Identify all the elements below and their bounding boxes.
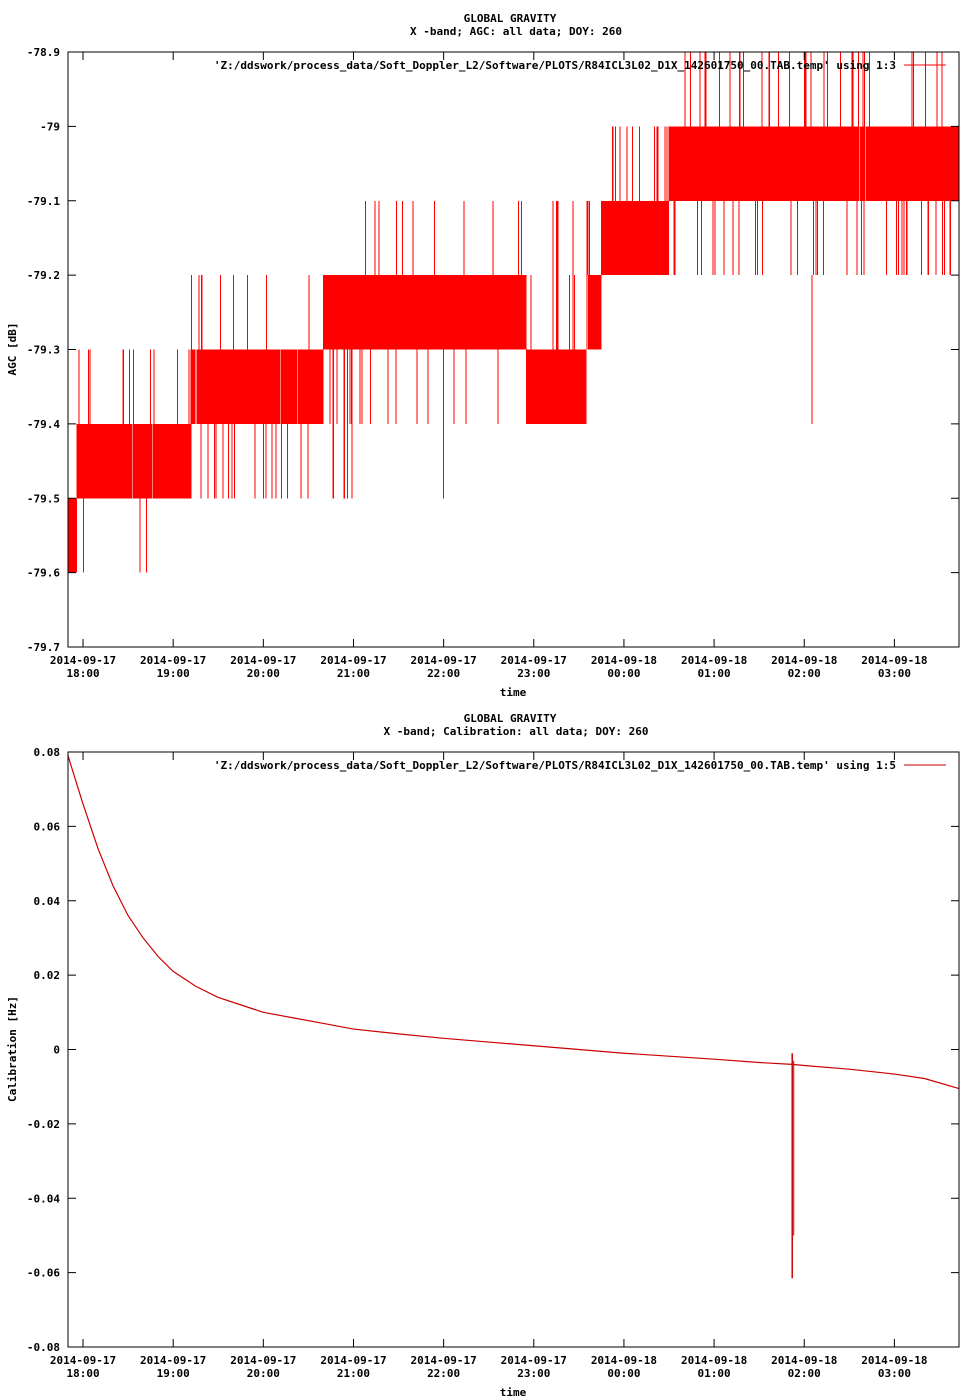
agc-y-tick-label: -79.7: [27, 641, 60, 654]
agc-x-tick-time: 20:00: [247, 667, 280, 680]
agc-x-tick-date: 2014-09-17: [140, 654, 206, 667]
calibration-x-tick-time: 21:00: [337, 1367, 370, 1380]
agc-legend-label: 'Z:/ddswork/process_data/Soft_Doppler_L2…: [214, 59, 896, 72]
calibration-y-tick-label: -0.02: [27, 1118, 60, 1131]
agc-series-line: [67, 52, 960, 573]
calibration-title: GLOBAL GRAVITY: [464, 712, 557, 725]
agc-y-tick-label: -79.4: [27, 418, 60, 431]
calibration-x-axis: 2014-09-1718:002014-09-1719:002014-09-17…: [50, 752, 928, 1380]
calibration-x-tick-time: 22:00: [427, 1367, 460, 1380]
calibration-x-tick-time: 18:00: [66, 1367, 99, 1380]
calibration-y-tick-label: 0.02: [34, 969, 61, 982]
agc-x-tick-date: 2014-09-18: [591, 654, 657, 667]
calibration-x-label: time: [500, 1386, 527, 1399]
calibration-panel: GLOBAL GRAVITY X -band; Calibration: all…: [6, 712, 960, 1399]
agc-x-tick-date: 2014-09-18: [771, 654, 837, 667]
calibration-y-tick-label: 0.04: [34, 895, 61, 908]
agc-x-axis: 2014-09-1718:002014-09-1719:002014-09-17…: [50, 52, 928, 680]
calibration-x-tick-time: 19:00: [157, 1367, 190, 1380]
calibration-y-axis: 0.08 0.06 0.04 0.02 0 -0.02 -0.04 -0.06 -0.08: [27, 746, 959, 1354]
calibration-series-line: [67, 755, 960, 1090]
calibration-y-tick-label: 0: [53, 1044, 60, 1057]
calibration-y-tick-label: -0.04: [27, 1192, 60, 1205]
calibration-legend-label: 'Z:/ddswork/process_data/Soft_Doppler_L2…: [214, 759, 896, 772]
calibration-x-tick-date: 2014-09-17: [411, 1354, 477, 1367]
agc-legend: 'Z:/ddswork/process_data/Soft_Doppler_L2…: [214, 59, 946, 72]
calibration-series: [67, 755, 960, 1279]
agc-subtitle: X -band; AGC: all data; DOY: 260: [410, 25, 622, 38]
calibration-x-tick-date: 2014-09-18: [771, 1354, 837, 1367]
calibration-x-tick-time: 23:00: [517, 1367, 550, 1380]
agc-y-tick-label: -79.5: [27, 492, 60, 505]
calibration-x-tick-time: 03:00: [878, 1367, 911, 1380]
calibration-x-tick-date: 2014-09-18: [591, 1354, 657, 1367]
calibration-y-tick-label: -0.06: [27, 1267, 60, 1280]
calibration-x-tick-date: 2014-09-17: [140, 1354, 206, 1367]
agc-x-tick-time: 23:00: [517, 667, 550, 680]
agc-x-tick-time: 02:00: [788, 667, 821, 680]
agc-y-axis: -78.9 -79 -79.1 -79.2 -79.3 -79.4 -79.5 -79.6 -7…: [27, 46, 959, 654]
agc-x-tick-time: 00:00: [607, 667, 640, 680]
calibration-x-tick-date: 2014-09-17: [50, 1354, 116, 1367]
agc-x-tick-time: 01:00: [698, 667, 731, 680]
agc-x-tick-date: 2014-09-17: [230, 654, 296, 667]
agc-x-tick-date: 2014-09-17: [50, 654, 116, 667]
calibration-plot-frame: [67, 751, 960, 1348]
agc-y-tick-label: -78.9: [27, 46, 60, 59]
agc-x-tick-time: 22:00: [427, 667, 460, 680]
calibration-y-tick-label: 0.08: [34, 746, 61, 759]
calibration-y-tick-label: -0.08: [27, 1341, 60, 1354]
agc-y-tick-label: -79.3: [27, 344, 60, 357]
agc-y-label: AGC [dB]: [6, 323, 19, 376]
calibration-legend: 'Z:/ddswork/process_data/Soft_Doppler_L2…: [214, 759, 946, 772]
calibration-x-tick-date: 2014-09-18: [861, 1354, 927, 1367]
agc-x-tick-time: 18:00: [66, 667, 99, 680]
agc-x-tick-time: 19:00: [157, 667, 190, 680]
agc-x-tick-date: 2014-09-18: [861, 654, 927, 667]
agc-series: [67, 52, 960, 573]
agc-panel: GLOBAL GRAVITY X -band; AGC: all data; D…: [6, 12, 960, 699]
agc-x-tick-time: 21:00: [337, 667, 370, 680]
agc-x-label: time: [500, 686, 527, 699]
calibration-x-tick-date: 2014-09-17: [320, 1354, 386, 1367]
calibration-x-tick-time: 02:00: [788, 1367, 821, 1380]
agc-y-tick-label: -79.1: [27, 195, 60, 208]
agc-x-tick-date: 2014-09-18: [681, 654, 747, 667]
calibration-y-tick-label: 0.06: [34, 820, 61, 833]
agc-y-tick-label: -79.6: [27, 567, 60, 580]
agc-y-tick-label: -79.2: [27, 269, 60, 282]
calibration-x-tick-time: 01:00: [698, 1367, 731, 1380]
calibration-x-tick-date: 2014-09-17: [230, 1354, 296, 1367]
calibration-x-tick-date: 2014-09-18: [681, 1354, 747, 1367]
calibration-subtitle: X -band; Calibration: all data; DOY: 260: [384, 725, 649, 738]
agc-x-tick-date: 2014-09-17: [501, 654, 567, 667]
agc-y-tick-label: -79: [40, 120, 60, 133]
calibration-y-label: Calibration [Hz]: [6, 996, 19, 1102]
agc-x-tick-time: 03:00: [878, 667, 911, 680]
agc-x-tick-date: 2014-09-17: [411, 654, 477, 667]
calibration-x-tick-time: 20:00: [247, 1367, 280, 1380]
calibration-x-tick-date: 2014-09-17: [501, 1354, 567, 1367]
agc-x-tick-date: 2014-09-17: [320, 654, 386, 667]
calibration-x-tick-time: 00:00: [607, 1367, 640, 1380]
agc-title: GLOBAL GRAVITY: [464, 12, 557, 25]
